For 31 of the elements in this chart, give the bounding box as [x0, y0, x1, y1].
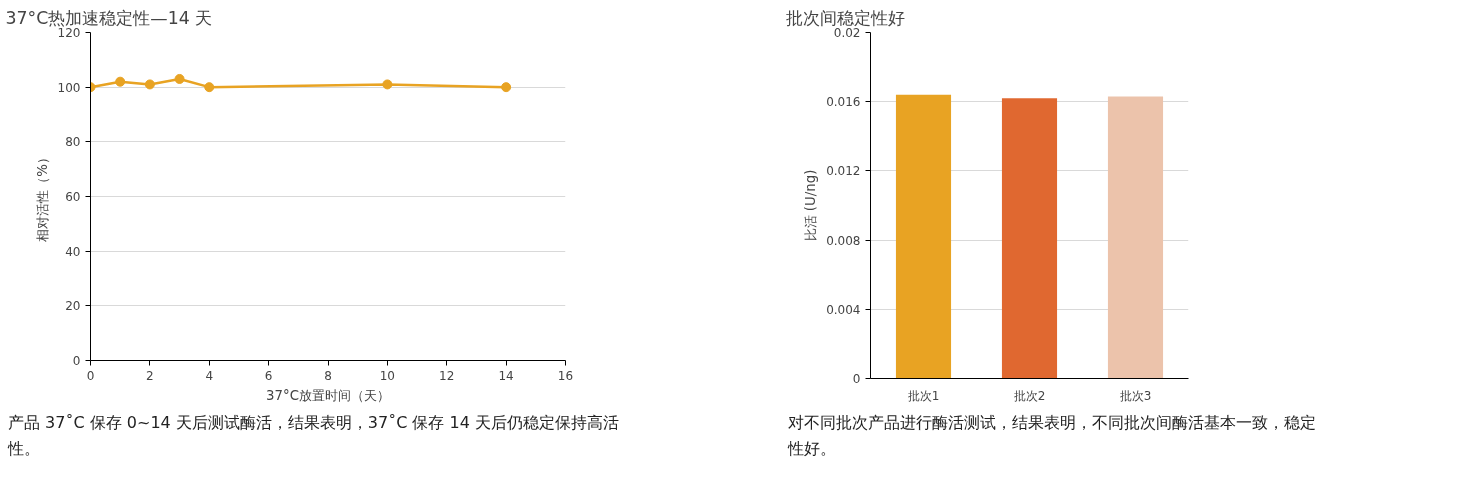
y-tick-label: 0.016	[826, 95, 861, 110]
y-tick-label: 100	[57, 80, 81, 95]
x-tick-label: 14	[498, 368, 514, 383]
x-tick-label: 0	[86, 368, 95, 383]
x-tick-label: 批次1	[907, 388, 940, 403]
x-tick-label: 10	[379, 368, 396, 383]
y-tick-label: 60	[65, 190, 81, 204]
text: 产品 37˚C 保存 0~14 天后测试酶活，结果表明，37˚C 保存 14 天后仍稳定保持高活性。	[8, 412, 620, 460]
x-tick-label: 16	[557, 368, 574, 383]
x-axis-title: 37°C放置时间（天）	[266, 387, 390, 403]
y-tick-label: 20	[65, 299, 81, 314]
y-tick-label: 0.012	[826, 164, 861, 179]
chart-title: 37°C热加速稳定性—14 天	[5, 7, 213, 28]
y-axis-title: 比活 (U/ng)	[803, 169, 819, 242]
x-tick-label: 8	[324, 368, 332, 383]
text: 对不同批次产品进行酶活测试，结果表明，不同批次间酶活基本一致，稳定性好。	[788, 412, 1317, 460]
chart-title: 批次间稳定性好	[785, 7, 905, 28]
x-tick-label: 12	[439, 368, 455, 383]
y-tick-label: 0	[72, 354, 81, 368]
y-axis-title: 相对活性（%）	[34, 151, 50, 242]
x-tick-label: 批次3	[1119, 388, 1152, 403]
x-tick-label: 6	[264, 368, 273, 383]
y-tick-label: 120	[57, 26, 81, 40]
y-tick-label: 40	[65, 244, 81, 259]
y-tick-label: 0.008	[826, 233, 861, 248]
x-tick-label: 2	[146, 368, 154, 383]
x-tick-label: 4	[205, 368, 214, 383]
y-tick-label: 0.02	[833, 26, 861, 40]
y-tick-label: 0.004	[826, 302, 861, 317]
x-tick-label: 批次2	[1013, 388, 1046, 403]
y-tick-label: 80	[65, 135, 81, 150]
